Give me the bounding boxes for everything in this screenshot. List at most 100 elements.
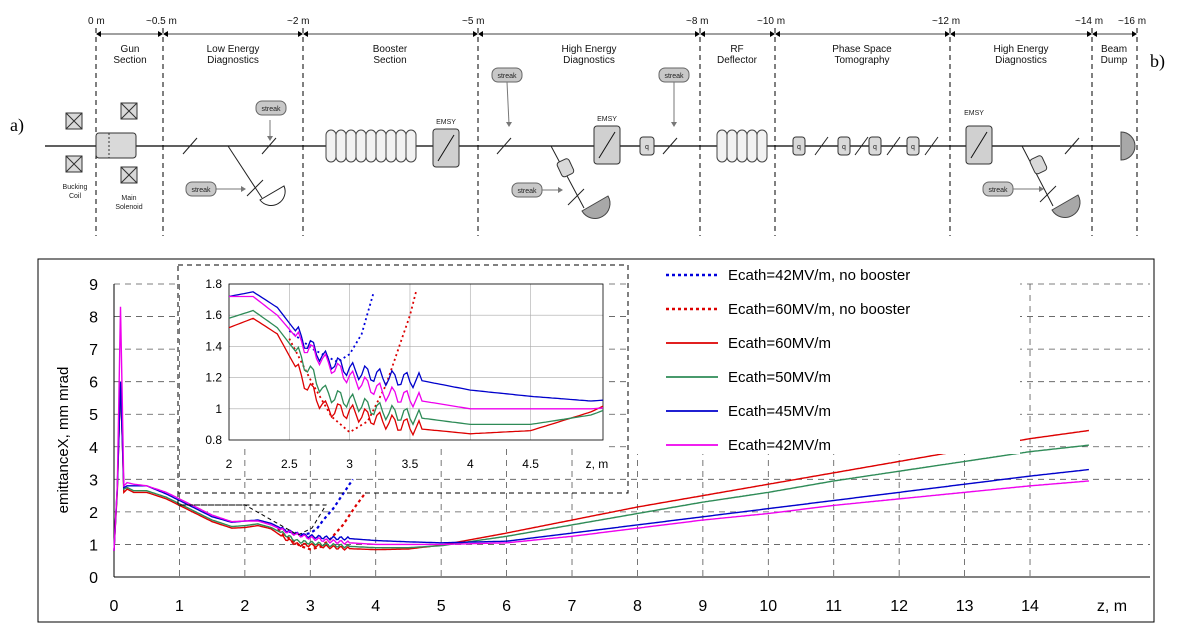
section-title: High Energy <box>993 44 1048 55</box>
streak-boxes: streak streak streak streak streak strea… <box>185 67 1014 198</box>
main-solenoid-label: Main <box>121 195 136 202</box>
inset-chart: 0.8 1 1.2 1.4 1.6 1.8 2 2.5 3 3.5 4 4.5 z, m <box>177 264 629 536</box>
streak-label: streak <box>191 187 211 194</box>
bucking-coil-label: Coil <box>69 193 82 200</box>
x-tick-label: 6 <box>502 598 511 615</box>
section-subtitle: Diagnostics <box>563 55 615 66</box>
y-tick-label: 3 <box>89 472 98 489</box>
section-title: High Energy <box>561 44 616 55</box>
section-subtitle: Tomography <box>834 55 889 66</box>
inset-series-line <box>288 291 375 364</box>
booster-cavity-icon <box>325 129 417 163</box>
distance-label: ~2 m <box>287 16 310 27</box>
x-tick-label: 5 <box>437 598 446 615</box>
inset-series-line <box>228 317 604 437</box>
section-subtitle: Deflector <box>717 55 758 66</box>
section-boundaries <box>95 28 1138 236</box>
streak-label: streak <box>517 188 537 195</box>
distance-label: ~0.5 m <box>146 16 177 27</box>
section-title: Gun <box>121 44 140 55</box>
streak-label: streak <box>664 73 684 80</box>
series-lines <box>113 306 1089 552</box>
section-subtitle: Diagnostics <box>995 55 1047 66</box>
arrow-heads <box>96 31 1137 37</box>
legend-entry: Ecath=42MV/m <box>728 437 831 454</box>
inset-y-tick-label: 1.4 <box>205 339 222 353</box>
legend-background <box>630 262 1020 454</box>
section-subtitle: Diagnostics <box>207 55 259 66</box>
inset-series-line <box>229 295 604 410</box>
x-tick-label: 11 <box>825 598 842 615</box>
distance-label: ~12 m <box>932 16 960 27</box>
inset-x-tick-label: 4.5 <box>522 457 539 471</box>
y-tick-label: 6 <box>89 375 98 392</box>
axes <box>113 284 1150 578</box>
y-tick-label: 1 <box>89 537 98 554</box>
low-energy-diagnostics <box>182 120 286 206</box>
streak-arrows <box>241 122 1044 193</box>
x-tick-label: 3 <box>306 598 315 615</box>
distance-label: ~14 m <box>1075 16 1103 27</box>
coils <box>65 102 138 184</box>
legend: Ecath=42MV/m, no booster Ecath=60MV/m, no… <box>630 262 1020 454</box>
section-title: Low Energy <box>207 44 260 55</box>
x-tick-label: 8 <box>633 598 642 615</box>
inset-x-tick-label: 3 <box>346 457 353 471</box>
x-tick-label: 14 <box>1021 598 1039 615</box>
distance-label: ~10 m <box>757 16 785 27</box>
inset-background <box>180 264 606 449</box>
series-line <box>113 381 1089 552</box>
inset-frame <box>228 283 604 441</box>
quadrupole-label: q <box>797 144 801 151</box>
rf-deflector-icon <box>716 129 768 163</box>
emsy-label: EMSY <box>597 116 617 123</box>
distance-label: 0 m <box>88 16 105 27</box>
y-tick-label: 8 <box>89 310 98 327</box>
x-tick-label: 0 <box>110 598 119 615</box>
bucking-coil-icon <box>65 112 83 173</box>
distance-label: ~5 m <box>462 16 485 27</box>
x-tick-label: 7 <box>568 598 577 615</box>
distance-labels: 0 m ~0.5 m ~2 m ~5 m ~8 m ~10 m ~12 m ~1… <box>88 16 1146 27</box>
x-axis-label: z, m <box>1097 598 1127 615</box>
section-title: Booster <box>373 44 408 55</box>
gun-cavity-icon <box>95 132 137 159</box>
panel-b-label: b) <box>1150 51 1165 72</box>
legend-entry: Ecath=60MV/m <box>728 335 831 352</box>
tomography-screens <box>814 136 939 156</box>
streak-label: streak <box>261 106 281 113</box>
inset-series-line <box>228 291 604 402</box>
zoom-box <box>177 264 629 494</box>
beam-dump-icon <box>1120 131 1136 161</box>
section-title: Beam <box>1101 44 1127 55</box>
y-tick-label: 2 <box>89 505 98 522</box>
legend-entry: Ecath=60MV/m, no booster <box>728 301 910 318</box>
quadrupole-icon <box>556 136 1048 178</box>
legend-entry: Ecath=42MV/m, no booster <box>728 267 910 284</box>
emsy-label: EMSY <box>964 110 984 117</box>
streak-label: streak <box>497 73 517 80</box>
x-tick-label: 4 <box>371 598 380 615</box>
quadrupole-labels: q q q q q <box>645 144 915 151</box>
section-subtitle: Section <box>113 55 146 66</box>
inset-x-tick-label: 2.5 <box>281 457 298 471</box>
section-title: Phase Space <box>832 44 892 55</box>
inset-y-tick-label: 1 <box>215 402 222 416</box>
inset-x-tick-label: 2 <box>226 457 233 471</box>
emsy-label: EMSY <box>436 119 456 126</box>
zoom-region <box>177 493 327 536</box>
inset-series-lines <box>228 291 604 437</box>
quadrupole-label: q <box>842 144 846 151</box>
beamline-diagram: a) b) 0 m ~0.5 m ~2 m ~5 m ~8 m ~10 m ~1… <box>10 16 1165 236</box>
y-tick-label: 7 <box>89 342 98 359</box>
inset-y-tick-label: 0.8 <box>205 433 222 447</box>
x-tick-label: 13 <box>956 598 974 615</box>
main-solenoid-label: Solenoid <box>115 204 142 211</box>
section-titles: Gun Section Low Energy Diagnostics Boost… <box>113 44 1127 66</box>
inset-y-tick-label: 1.6 <box>205 308 222 322</box>
main-solenoid-icon <box>120 102 138 184</box>
quadrupole-label: q <box>911 144 915 151</box>
